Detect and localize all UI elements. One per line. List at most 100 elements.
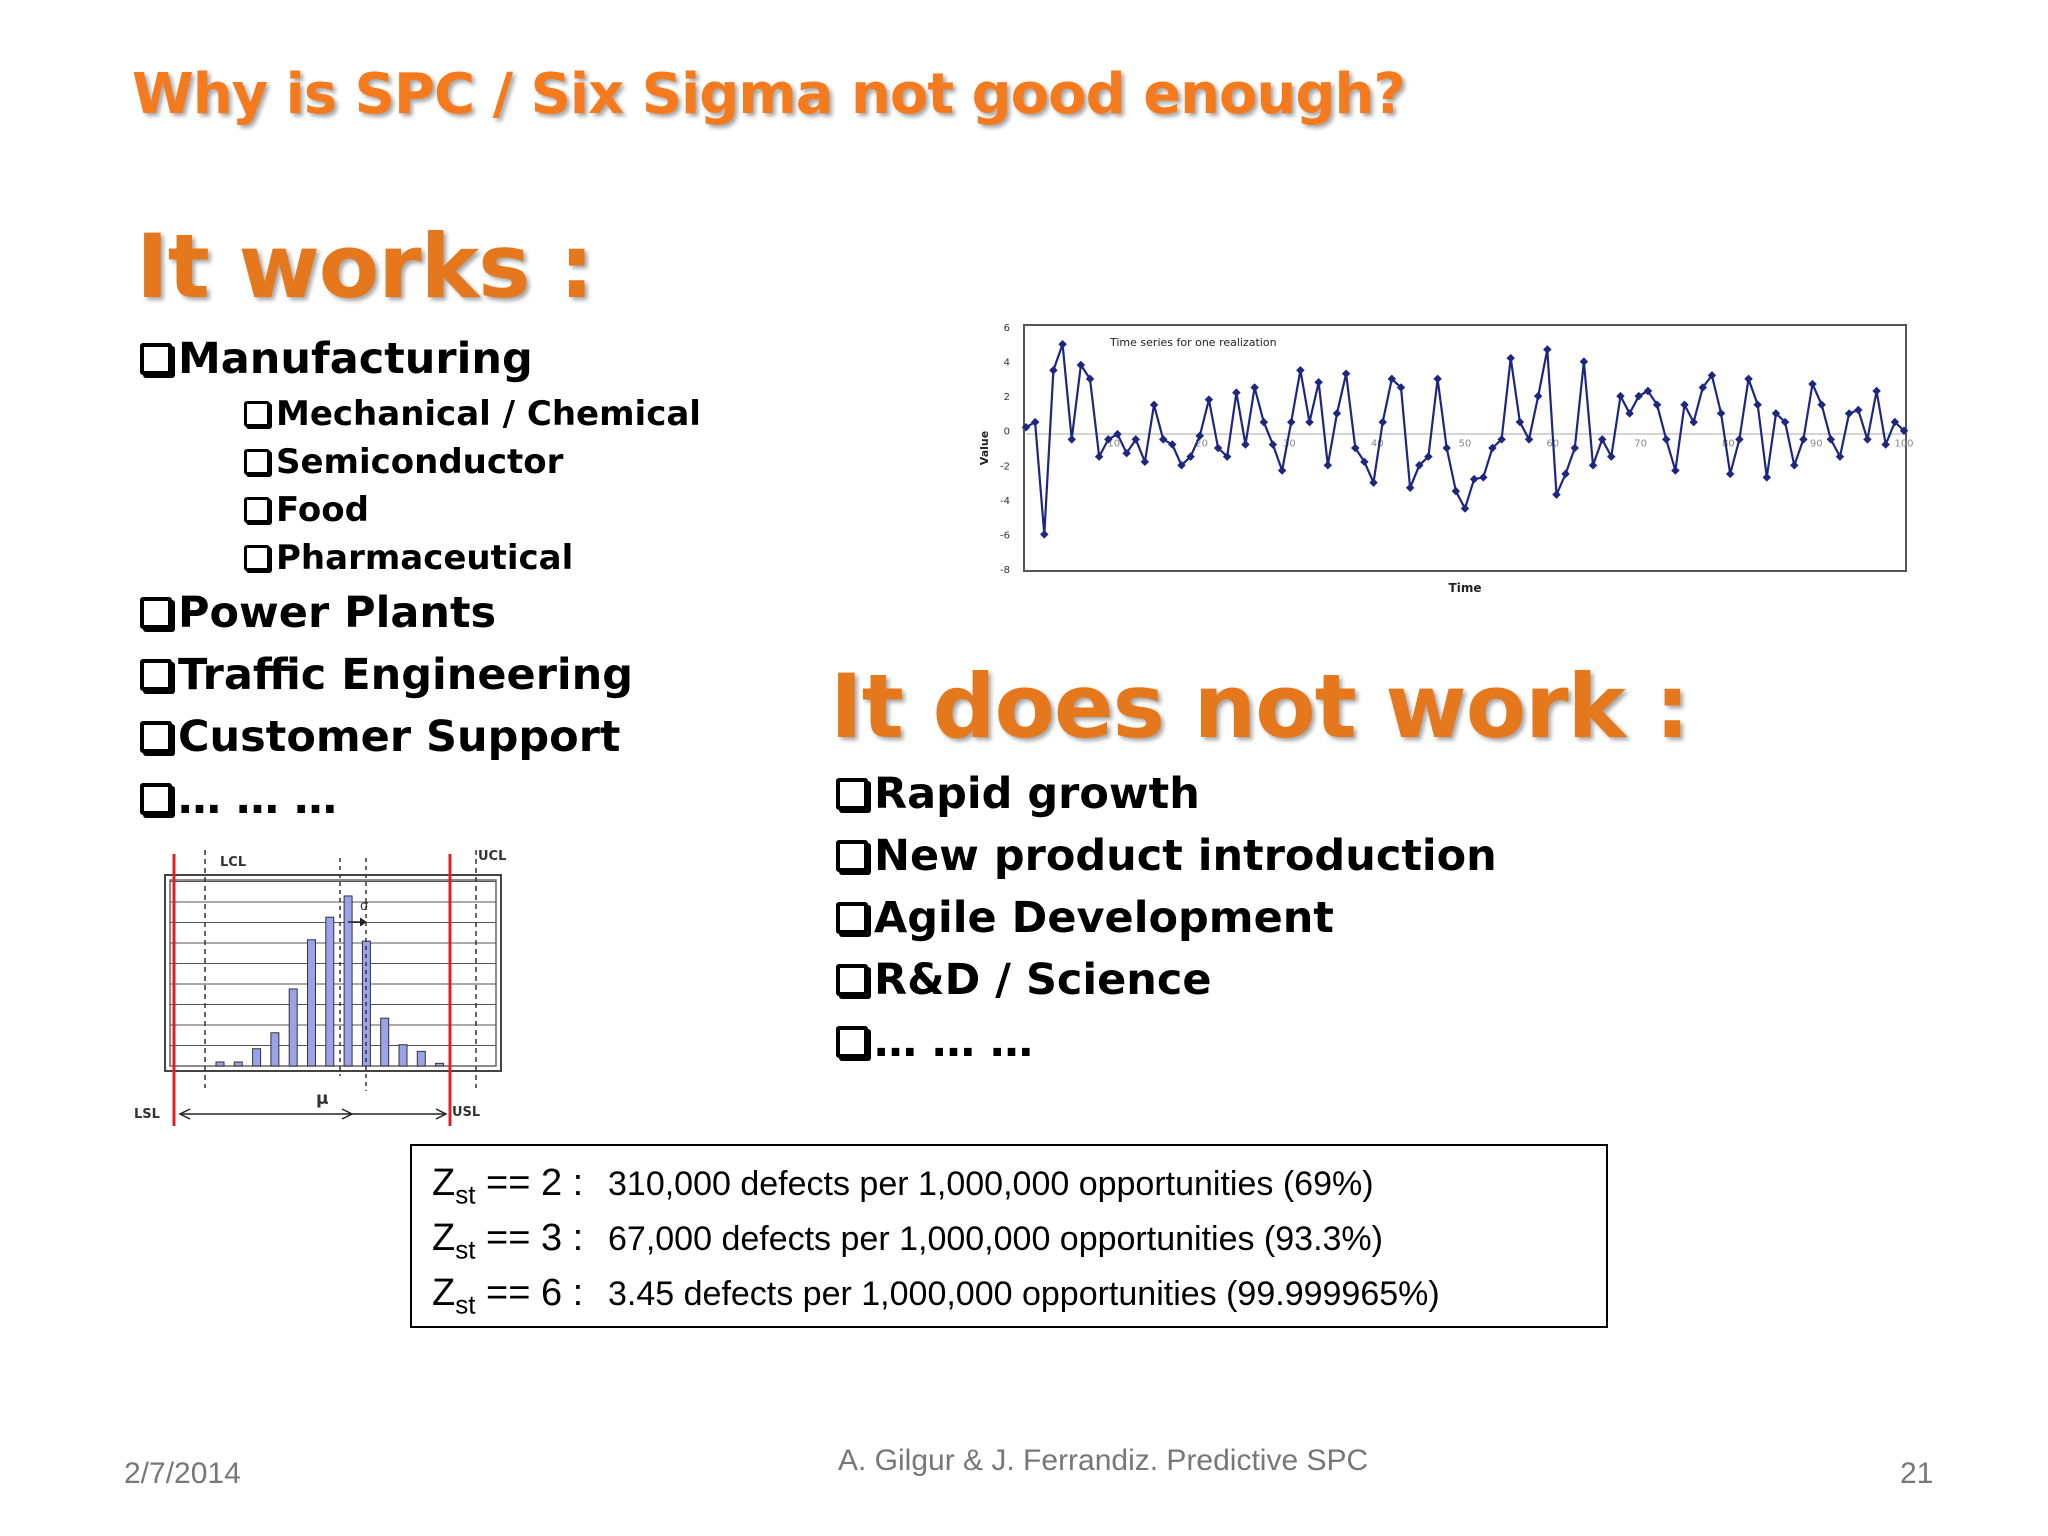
not-work-list-item-label: … … …	[874, 1017, 1033, 1067]
histogram-bars	[215, 895, 445, 1067]
timeseries-point	[1698, 383, 1708, 392]
x-tick-label: 50	[1459, 439, 1472, 450]
timeseries-point	[1168, 440, 1177, 449]
timeseries-point	[1451, 486, 1461, 496]
histogram-bar	[307, 939, 316, 1067]
z-equals: == 2 :	[475, 1162, 584, 1204]
checkbox-icon	[244, 401, 270, 427]
not-work-list-item: … … …	[836, 1011, 1497, 1073]
not-work-list-item: Agile Development	[836, 887, 1497, 949]
checkbox-icon	[244, 449, 270, 475]
timeseries-title: Time series for one realization	[1109, 336, 1277, 349]
checkbox-icon	[140, 597, 172, 629]
not-work-list-item-label: Rapid growth	[874, 769, 1200, 819]
histogram-bar	[288, 988, 298, 1067]
sigma-defects-table: Zst == 2 : 310,000 defects per 1,000,000…	[410, 1144, 1608, 1328]
timeseries-point	[1058, 340, 1067, 349]
mu-label: μ	[316, 1089, 329, 1109]
not-work-list-item-label: New product introduction	[874, 831, 1497, 881]
lsl-label: LSL	[134, 1107, 160, 1122]
works-list: Manufacturing Mechanical / Chemical Semico…	[140, 328, 701, 830]
checkbox-icon	[140, 659, 172, 691]
sigma-row: Zst == 3 : 67,000 defects per 1,000,000 …	[432, 1217, 1383, 1271]
not-work-list-item-label: R&D / Science	[874, 955, 1212, 1005]
x-tick-label: 10	[1107, 439, 1120, 450]
x-tick-label: 90	[1810, 439, 1823, 450]
y-tick-label: 2	[1004, 392, 1010, 403]
z-equals: == 6 :	[475, 1272, 584, 1314]
timeseries-point	[1415, 461, 1424, 470]
z-subscript: st	[455, 1234, 476, 1265]
timeseries-point	[1021, 423, 1031, 432]
x-tick-label: 40	[1371, 439, 1384, 450]
timeseries-point	[1378, 417, 1387, 427]
works-list-item: Traffic Engineering	[140, 644, 701, 706]
z-subscript: st	[455, 1179, 476, 1210]
histogram-bar	[380, 1017, 390, 1067]
usl-label: USL	[452, 1105, 480, 1120]
timeseries-plot-frame	[1023, 324, 1907, 572]
slide-title: Why is SPC / Six Sigma not good enough?	[132, 62, 1406, 127]
z-symbol: Z	[432, 1162, 456, 1204]
not-work-list-item: New product introduction	[836, 825, 1497, 887]
timeseries-ylabel: Value	[978, 431, 991, 465]
checkbox-icon	[140, 343, 172, 375]
sigma-row: Zst == 6 : 3.45 defects per 1,000,000 op…	[432, 1272, 1440, 1326]
defect-rate-text: 3.45 defects per 1,000,000 opportunities…	[608, 1275, 1440, 1313]
works-list-item: Pharmaceutical	[140, 534, 701, 582]
works-heading: It works :	[136, 215, 594, 318]
checkbox-icon	[836, 840, 868, 872]
timeseries-y-ticks: 6 4 2 0 -2 -4 -6 -8	[1000, 323, 1010, 576]
works-list-item: Customer Support	[140, 706, 701, 768]
checkbox-icon	[140, 721, 172, 753]
not-work-list-item: R&D / Science	[836, 949, 1497, 1011]
y-tick-label: -4	[1000, 496, 1010, 507]
not-work-heading: It does not work :	[830, 655, 1690, 758]
checkbox-icon	[836, 902, 868, 934]
histogram-bar	[215, 1061, 225, 1067]
timeseries-xlabel: Time	[1449, 581, 1482, 595]
works-list-item: Semiconductor	[140, 438, 701, 486]
timeseries-point	[1222, 452, 1232, 461]
histogram-bar	[233, 1061, 243, 1067]
histogram-bar	[343, 895, 353, 1067]
timeseries-point	[1213, 443, 1223, 453]
x-tick-label: 70	[1634, 439, 1647, 450]
ucl-label: UCL	[478, 849, 506, 864]
histogram-bar	[416, 1050, 426, 1067]
not-work-list: Rapid growth New product introduction Agil…	[836, 763, 1497, 1073]
timeseries-point	[1625, 409, 1634, 418]
timeseries-point	[1844, 409, 1854, 418]
checkbox-icon	[244, 545, 270, 571]
works-list-item-label: Pharmaceutical	[276, 538, 574, 578]
footer-date: 2/7/2014	[124, 1457, 241, 1490]
z-symbol: Z	[432, 1272, 456, 1314]
histogram-chart: LCL UCL LSL USL μ σ	[134, 849, 506, 1126]
x-tick-label: 100	[1894, 439, 1913, 450]
timeseries-point	[1543, 345, 1552, 354]
y-tick-label: 0	[1004, 427, 1010, 438]
works-list-item: Food	[140, 486, 701, 534]
checkbox-icon	[244, 497, 270, 523]
not-work-list-item: Rapid growth	[836, 763, 1497, 825]
works-list-item: … … …	[140, 768, 701, 830]
y-tick-label: 6	[1004, 323, 1010, 334]
timeseries-point	[1314, 378, 1323, 387]
z-subscript: st	[455, 1289, 476, 1320]
histogram-frame	[164, 874, 502, 1072]
works-list-item-label: Manufacturing	[178, 334, 533, 384]
works-list-item: Manufacturing	[140, 328, 701, 390]
histogram-bar	[325, 916, 335, 1067]
works-list-item: Mechanical / Chemical	[140, 390, 701, 438]
y-tick-label: -8	[1000, 565, 1010, 576]
timeseries-point	[1076, 360, 1086, 370]
checkbox-icon	[140, 783, 172, 815]
histogram-bar	[270, 1032, 280, 1067]
z-symbol: Z	[432, 1217, 456, 1259]
works-list-item-label: Mechanical / Chemical	[276, 394, 701, 434]
works-list-item-label: Food	[276, 490, 369, 530]
timeseries-point	[1067, 435, 1076, 444]
defect-rate-text: 67,000 defects per 1,000,000 opportuniti…	[608, 1220, 1383, 1258]
timeseries-point	[1515, 417, 1525, 427]
works-list-item-label: Traffic Engineering	[178, 650, 634, 700]
